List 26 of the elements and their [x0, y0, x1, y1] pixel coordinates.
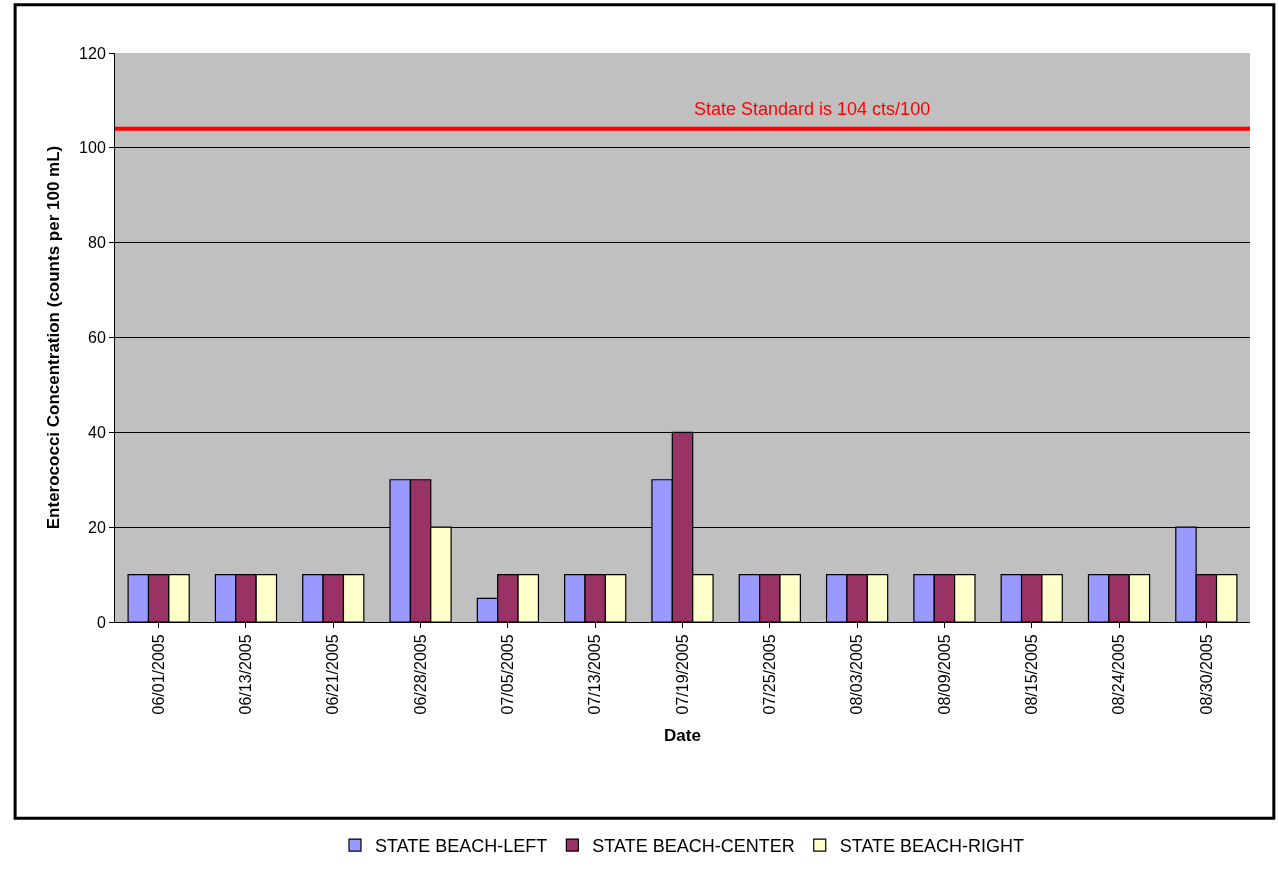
y-tick-label: 100	[79, 139, 106, 157]
legend-label: STATE BEACH-CENTER	[592, 836, 795, 857]
x-tick-label: 06/13/2005	[237, 634, 255, 715]
x-tick-label: 08/09/2005	[935, 634, 953, 715]
x-axis-title: Date	[664, 725, 701, 745]
y-axis-title: Enterococci Concentration (counts per 100 mL)	[43, 145, 63, 530]
y-tick-label: 60	[88, 329, 106, 347]
x-tick-label: 06/01/2005	[149, 634, 167, 715]
y-tick-label: 0	[96, 613, 106, 631]
y-tick-label: 20	[88, 518, 106, 536]
x-tick-label: 07/25/2005	[761, 634, 779, 715]
legend-label: STATE BEACH-RIGHT	[839, 836, 1025, 857]
y-tick-label: 40	[88, 423, 106, 441]
y-tick-label: 80	[88, 234, 106, 252]
legend-label: STATE BEACH-LEFT	[375, 836, 548, 857]
x-tick-label: 06/21/2005	[324, 634, 342, 715]
x-tick-label: 07/13/2005	[586, 634, 604, 715]
x-tick-label: 06/28/2005	[411, 634, 429, 715]
x-tick-label: 07/05/2005	[499, 634, 517, 715]
x-tick-label: 08/03/2005	[848, 634, 866, 715]
x-tick-label: 08/24/2005	[1110, 634, 1128, 715]
x-tick-label: 08/30/2005	[1197, 634, 1215, 715]
x-tick-label: 07/19/2005	[673, 634, 691, 715]
ref-line-label: State Standard is 104 cts/100	[694, 99, 931, 119]
y-tick-label: 120	[79, 44, 106, 62]
x-tick-label: 08/15/2005	[1022, 634, 1040, 715]
